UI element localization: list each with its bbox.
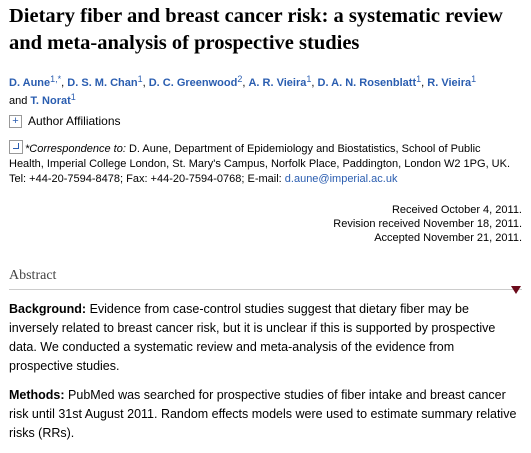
history: Received October 4, 2011. Revision receiv… xyxy=(333,203,522,245)
author[interactable]: D. A. N. Rosenblatt1 xyxy=(317,74,422,90)
author[interactable]: D. Aune1,* xyxy=(9,74,62,90)
author-name[interactable]: D. S. M. Chan xyxy=(67,77,138,89)
collapse-arrow[interactable] xyxy=(511,285,521,295)
separator: , xyxy=(311,77,318,89)
section-label: Methods: xyxy=(9,388,65,402)
separator: , xyxy=(142,77,149,89)
author[interactable]: R. Vieira1 xyxy=(427,74,477,90)
separator: , xyxy=(61,77,68,89)
history-line: Received October 4, 2011. xyxy=(391,204,522,216)
separator: , xyxy=(242,77,249,89)
article-title: Dietary fiber and breast cancer risk: a … xyxy=(9,5,503,54)
author-name[interactable]: D. C. Greenwood xyxy=(148,77,238,89)
section-text: PubMed was searched for prospective stud… xyxy=(9,388,517,440)
abstract-body: Background: Evidence from case-control s… xyxy=(9,300,521,453)
conjunction: and xyxy=(9,95,28,107)
author[interactable]: A. R. Vieira1 xyxy=(248,74,312,90)
correspondence: *Correspondence to: D. Aune, Department … xyxy=(9,140,517,187)
author-sup[interactable]: 1,* xyxy=(50,74,62,84)
author-sup[interactable]: 1 xyxy=(416,74,422,84)
author-name[interactable]: D. A. N. Rosenblatt xyxy=(317,77,417,89)
section-text: Evidence from case-control studies sugge… xyxy=(9,302,496,373)
divider xyxy=(9,289,522,290)
email-link[interactable]: d.aune@imperial.ac.uk xyxy=(284,173,398,185)
author-list: D. Aune1,*, D. S. M. Chan1, D. C. Greenw… xyxy=(9,74,524,110)
author[interactable]: D. S. M. Chan1 xyxy=(67,74,143,90)
author-sup[interactable]: 2 xyxy=(237,74,243,84)
toggle-icon[interactable]: + xyxy=(9,114,22,128)
author-sup[interactable]: 1 xyxy=(70,92,76,102)
history-line: Accepted November 21, 2011. xyxy=(374,232,522,244)
author-sup[interactable]: 1 xyxy=(471,74,477,84)
correspondence-label: *Correspondence to: xyxy=(25,143,126,155)
author-name[interactable]: T. Norat xyxy=(30,95,71,107)
abstract-section: Background: Evidence from case-control s… xyxy=(9,300,521,376)
section-label: Background: xyxy=(9,302,87,316)
abstract-heading: Abstract xyxy=(9,268,57,283)
author-name[interactable]: D. Aune xyxy=(9,77,51,89)
author-name[interactable]: R. Vieira xyxy=(427,77,472,89)
affiliations-label[interactable]: Author Affiliations xyxy=(28,114,121,128)
correspondence-text: D. Aune, Department of Epidemiology and … xyxy=(9,143,511,185)
author[interactable]: T. Norat1 xyxy=(30,92,76,108)
separator: , xyxy=(421,77,428,89)
history-line: Revision received November 18, 2011. xyxy=(333,218,522,230)
author[interactable]: D. C. Greenwood2 xyxy=(148,74,243,90)
abstract-section: Methods: PubMed was searched for prospec… xyxy=(9,386,521,443)
author-affiliations[interactable]: + Author Affiliations xyxy=(9,114,121,128)
author-name[interactable]: A. R. Vieira xyxy=(248,77,307,89)
return-icon xyxy=(9,140,23,154)
author-sup[interactable]: 1 xyxy=(306,74,312,84)
author-sup[interactable]: 1 xyxy=(137,74,143,84)
